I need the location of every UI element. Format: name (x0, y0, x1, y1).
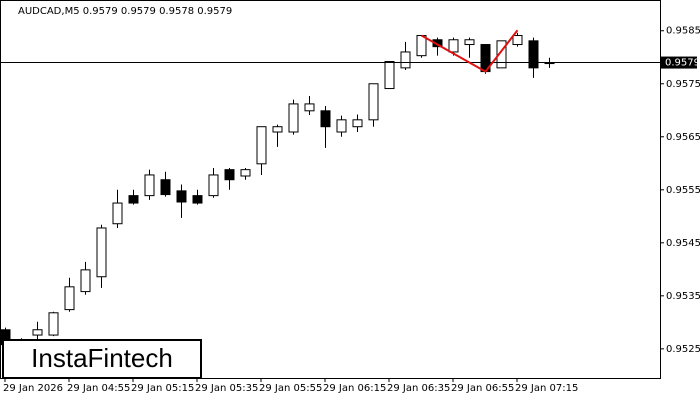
candle-body (464, 39, 475, 46)
candle-body (32, 329, 43, 336)
candle-body (224, 169, 235, 181)
candle-body (112, 202, 123, 225)
y-tick-label: 0.9535 (666, 291, 700, 302)
candle-body (304, 103, 315, 112)
candle-body (336, 119, 347, 133)
candle-body (128, 195, 139, 204)
candle-body (96, 227, 107, 278)
pattern-line (421, 29, 519, 73)
candle-body (160, 179, 171, 196)
candle-body (320, 110, 331, 128)
x-tick-label: 29 Jan 06:55 (451, 383, 514, 394)
candle-body (64, 286, 75, 311)
candle-body (400, 51, 411, 69)
x-tick-label: 29 Jan 06:35 (387, 383, 450, 394)
candle-body (176, 190, 187, 203)
x-tick-label: 29 Jan 05:55 (259, 383, 322, 394)
candle-body (240, 169, 251, 177)
candle-body (288, 103, 299, 133)
candle-body (144, 174, 155, 197)
x-tick-label: 29 Jan 07:15 (515, 383, 578, 394)
x-tick-label: 29 Jan 04:55 (67, 383, 130, 394)
watermark: InstaFintech (31, 343, 173, 373)
candle-body (448, 39, 459, 53)
candle-body (496, 40, 507, 69)
candle-body (416, 35, 427, 57)
candle-body (432, 39, 443, 48)
y-tick-label: 0.9545 (666, 238, 700, 249)
candle-body (528, 40, 539, 69)
candle-body (48, 312, 59, 336)
y-tick-label: 0.9585 (666, 26, 700, 37)
candle-body (256, 126, 267, 165)
candle-body (272, 126, 283, 133)
y-tick-label: 0.9565 (666, 132, 700, 143)
current-price-label: 0.9579 (665, 58, 700, 69)
y-tick-label: 0.9575 (666, 79, 700, 90)
candle-body (208, 174, 219, 197)
y-tick-label: 0.9525 (666, 344, 700, 355)
current-price-box (661, 56, 697, 69)
candle-body (352, 119, 363, 128)
candle-body (192, 195, 203, 204)
x-tick-label: 29 Jan 06:15 (323, 383, 386, 394)
candle-body (80, 269, 91, 293)
candle-body (384, 60, 395, 90)
x-tick-label: 29 Jan 05:15 (131, 383, 194, 394)
candle-body (368, 83, 379, 121)
x-tick-label: 29 Jan 2026 (3, 383, 63, 394)
chart-title: AUDCAD,M5 0.9579 0.9579 0.9578 0.9579 (18, 6, 232, 17)
y-tick-label: 0.9555 (666, 185, 700, 196)
watermark-box (2, 339, 202, 379)
candle-body (512, 35, 523, 46)
x-tick-label: 29 Jan 05:35 (195, 383, 258, 394)
